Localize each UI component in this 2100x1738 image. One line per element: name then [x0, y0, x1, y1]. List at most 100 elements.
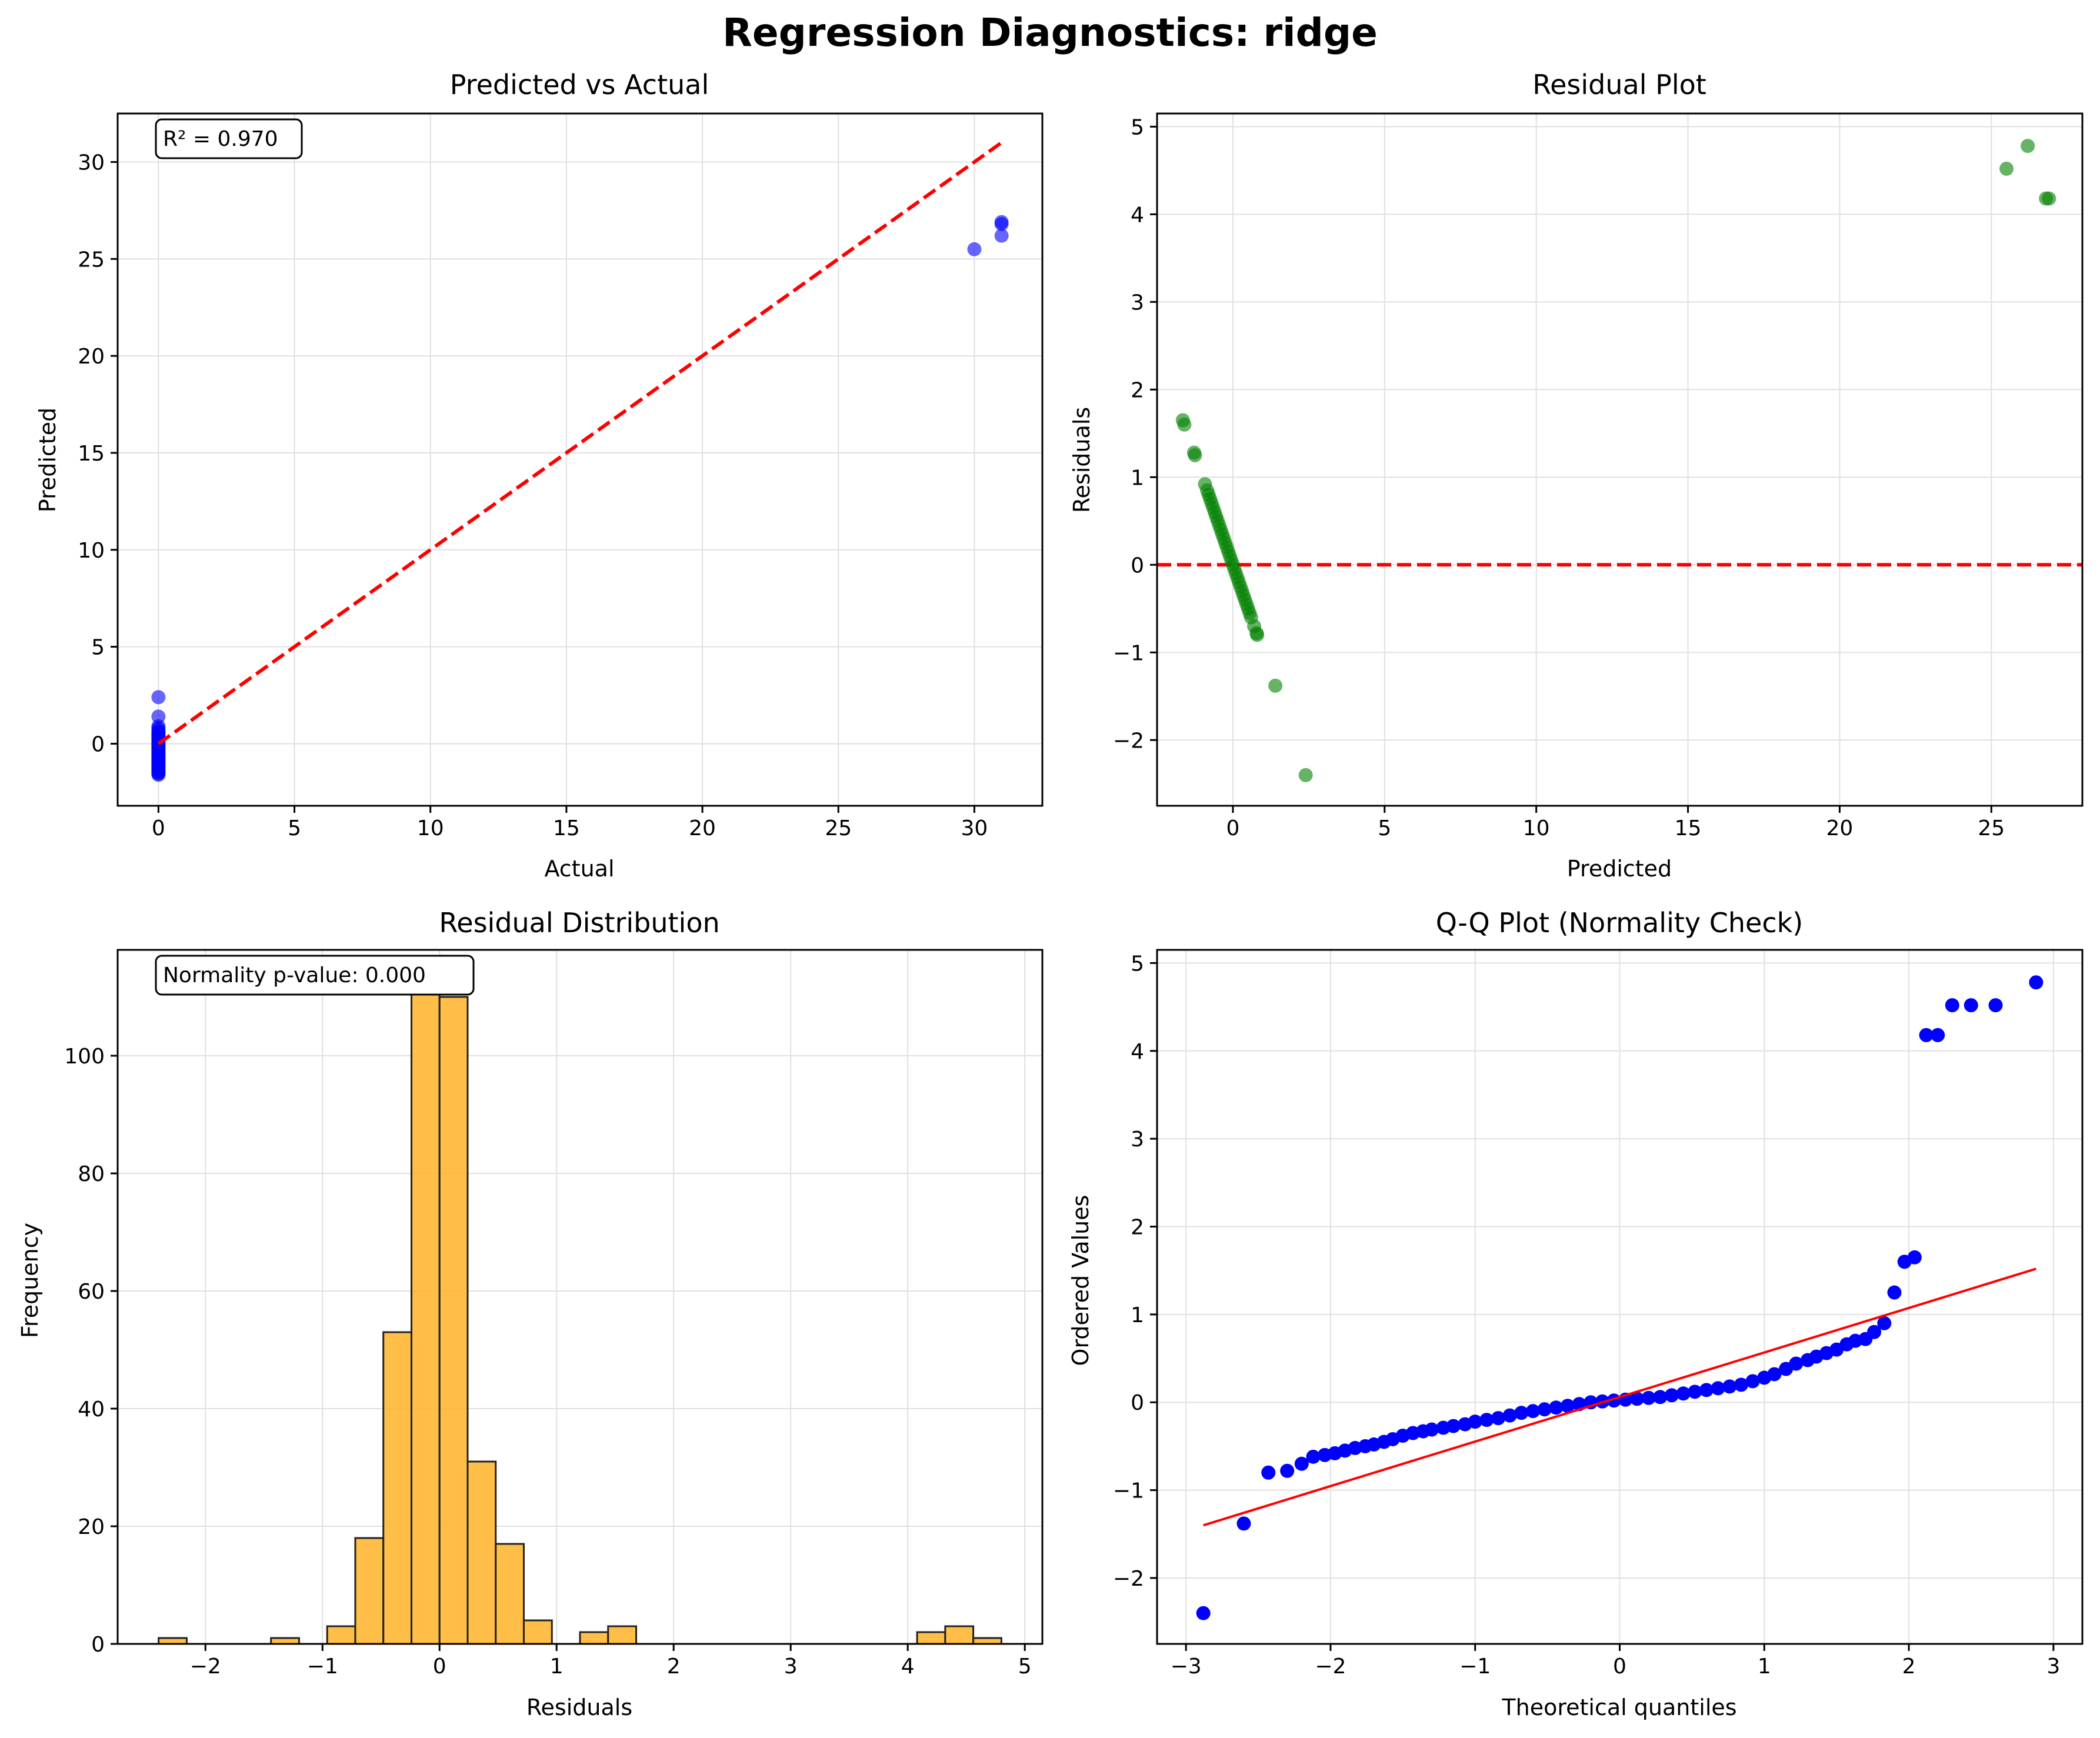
residual-point [1999, 161, 2014, 176]
r2-annotation: R² = 0.970 [155, 118, 303, 159]
qq-point [1919, 1028, 1934, 1042]
residual-ytick-label: −1 [1113, 641, 1144, 665]
qq-point [1711, 1381, 1725, 1396]
pva-point [994, 228, 1009, 243]
predicted-vs-actual-xlabel: Actual [544, 856, 614, 882]
qq-point [1641, 1390, 1656, 1405]
qq-point [1479, 1413, 1494, 1427]
qq-plot-panel: Q-Q Plot (Normality Check) Theoretical q… [1068, 907, 2084, 1720]
residual-xtick-label: 0 [1226, 816, 1239, 840]
hist-ytick-label: 40 [78, 1397, 105, 1422]
pva-xtick-label: 25 [825, 816, 852, 840]
hist-ytick-label: 0 [91, 1633, 105, 1657]
residual-point [1250, 628, 1265, 642]
residual-xtick-label: 20 [1826, 816, 1854, 840]
qq-point [1491, 1411, 1506, 1426]
qq-point [1502, 1408, 1517, 1423]
hist-xtick-label: 0 [433, 1654, 446, 1679]
qq-point [1789, 1356, 1804, 1371]
qq-ytick-label: 0 [1131, 1391, 1144, 1415]
residual-distribution-ylabel: Frequency [17, 1223, 43, 1338]
predicted-vs-actual-panel: Predicted vs Actual Actual Predicted 0 5 1… [35, 69, 1044, 882]
qq-point [1745, 1374, 1760, 1389]
residual-point [1268, 678, 1283, 693]
residual-ytick-label: 5 [1131, 115, 1144, 139]
residual-point [1298, 768, 1313, 782]
qq-point [1676, 1386, 1691, 1401]
residual-xtick-label: 15 [1675, 816, 1702, 840]
qq-xtick-label: 0 [1613, 1654, 1626, 1679]
residual-point [1188, 448, 1202, 463]
qq-point [1688, 1385, 1702, 1399]
residual-distribution-title: Residual Distribution [439, 907, 719, 939]
qq-ytick-label: 2 [1131, 1216, 1144, 1240]
qq-point [1561, 1399, 1575, 1413]
qq-plot-title: Q-Q Plot (Normality Check) [1436, 907, 1803, 939]
qq-xtick-label: 3 [2046, 1654, 2060, 1679]
residual-ytick-label: 1 [1131, 466, 1144, 490]
qq-ytick-label: 3 [1131, 1127, 1144, 1152]
hist-bar [438, 996, 469, 1645]
pva-point [151, 690, 166, 705]
qq-plot-plot-area: −3 −2 −1 0 1 2 3 −2 −1 0 1 2 3 4 5 [1113, 949, 2084, 1679]
pva-ytick-label: 25 [78, 248, 105, 272]
pva-frame [116, 112, 1044, 807]
residual-ytick-label: 3 [1131, 291, 1144, 315]
residual-plot-ylabel: Residuals [1069, 407, 1095, 513]
r2-annotation-text: R² = 0.970 [163, 127, 278, 151]
qq-point [1446, 1419, 1461, 1433]
qq-point [1722, 1379, 1737, 1394]
qq-point [1424, 1422, 1439, 1437]
qq-point [1629, 1392, 1644, 1406]
hist-xtick-label: 3 [784, 1654, 798, 1679]
pva-point [151, 709, 166, 724]
r2-annotation-box [155, 118, 303, 159]
pva-xtick-label: 20 [689, 816, 716, 840]
residual-xtick-label: 5 [1378, 816, 1391, 840]
qq-point [2029, 975, 2044, 990]
pva-ytick-label: 20 [78, 345, 105, 369]
qq-point [1514, 1406, 1529, 1420]
qq-point [1988, 998, 2003, 1013]
hist-bar [410, 984, 441, 1645]
pva-xtick-label: 0 [152, 816, 165, 840]
normality-annotation-box [155, 955, 475, 996]
qq-point [1907, 1250, 1922, 1265]
residual-distribution-plot-area: −2 −1 0 1 2 3 4 5 0 20 40 60 80 100 [64, 949, 1044, 1679]
hist-bar [382, 1331, 412, 1645]
qq-ytick-label: −1 [1113, 1479, 1144, 1503]
qq-plot-xlabel: Theoretical quantiles [1501, 1694, 1736, 1720]
qq-point [1549, 1400, 1564, 1415]
residual-ytick-label: −2 [1113, 729, 1144, 753]
qq-point [1526, 1404, 1541, 1419]
qq-point [1877, 1316, 1892, 1330]
normality-annotation-text: Normality p-value: 0.000 [163, 963, 426, 988]
hist-ytick-label: 60 [78, 1280, 105, 1304]
residual-point [1177, 417, 1192, 432]
hist-bar [354, 1537, 385, 1645]
hist-ytick-label: 100 [64, 1045, 105, 1069]
residual-distribution-xlabel: Residuals [526, 1694, 632, 1720]
residual-point [2021, 139, 2035, 154]
qq-point [1931, 1028, 1945, 1042]
qq-point [1537, 1402, 1552, 1417]
hist-xtick-label: 1 [550, 1654, 564, 1679]
hist-xtick-label: −1 [307, 1654, 338, 1679]
qq-point [1945, 998, 1959, 1013]
pva-ytick-label: 5 [91, 636, 105, 660]
qq-point [1664, 1388, 1679, 1403]
qq-point [1867, 1325, 1882, 1339]
hist-bar [495, 1543, 525, 1645]
qq-plot-ylabel: Ordered Values [1068, 1195, 1094, 1366]
qq-fit-line [1203, 1267, 2036, 1527]
qq-ytick-label: 4 [1131, 1040, 1144, 1064]
qq-point [1699, 1383, 1714, 1397]
hist-bar [916, 1631, 946, 1645]
hist-ytick-label: 80 [78, 1162, 105, 1186]
pva-ytick-label: 0 [91, 732, 105, 756]
hist-xtick-label: 5 [1018, 1654, 1032, 1679]
pva-ytick-label: 10 [78, 539, 105, 563]
qq-point [1306, 1449, 1321, 1464]
